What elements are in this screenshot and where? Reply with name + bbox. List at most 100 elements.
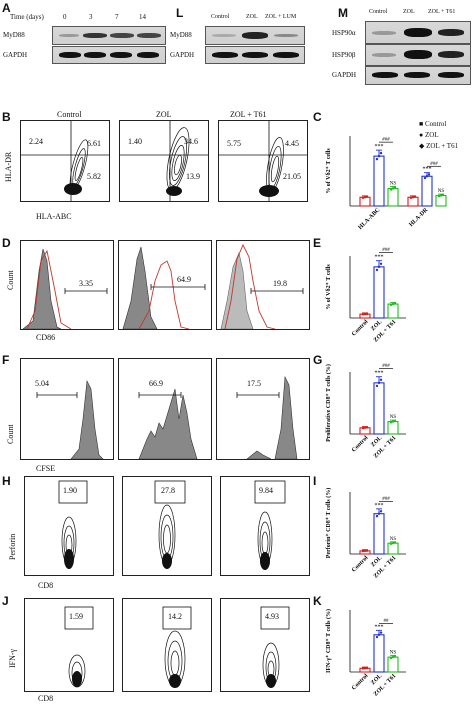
data-point (361, 667, 365, 670)
b-t61-q-ul: 5.75 (227, 139, 241, 148)
bar (373, 266, 385, 319)
bar (387, 656, 399, 673)
data-point (365, 549, 369, 552)
histo-d-zol: 64.9 (118, 240, 212, 330)
x-category-label: Control (351, 555, 370, 574)
data-point (393, 186, 397, 189)
f-zol-gate-value: 66.9 (149, 379, 163, 388)
f-xlabel: CFSE (36, 464, 56, 473)
b-zol-q-ul: 1.40 (128, 137, 142, 146)
data-point (393, 541, 397, 544)
panel-label-e: E (313, 236, 322, 250)
significance-zol: *** (375, 624, 384, 630)
data-point (379, 378, 383, 381)
bar (373, 634, 385, 673)
y-axis-label: % of Vδ2⁺ T cells (325, 264, 332, 310)
time-7: 7 (115, 13, 119, 21)
significance-zol: *** (375, 371, 384, 377)
panel-label-h: H (2, 474, 11, 488)
panel-label-m: M (338, 6, 348, 20)
data-point (365, 426, 369, 429)
d-t61-gate-value: 19.8 (273, 279, 287, 288)
significance-t61: ### (382, 138, 390, 143)
f-t61-gate-value: 17.5 (247, 379, 261, 388)
data-point (363, 549, 367, 553)
flow-j-zol-t61: 4.93 (220, 598, 310, 692)
y-axis-label: Proliferative CD8⁺ T cells (%) (325, 364, 332, 442)
bar (373, 513, 385, 555)
data-point (389, 656, 393, 660)
data-point (377, 154, 381, 158)
data-point (437, 194, 441, 198)
bar (407, 196, 419, 207)
blot-m-hsp90a (365, 21, 471, 44)
legend-control-label: Control (424, 120, 447, 128)
x-category-label: Control (351, 319, 370, 338)
y-axis-label: Perforin⁺ CD8⁺ T cells (%) (325, 488, 332, 558)
data-point (423, 176, 427, 180)
panel-label-j: J (2, 594, 9, 608)
flow-h-zol-t61: 9.84 (220, 476, 310, 576)
data-point (391, 420, 395, 423)
panel-label-k: K (313, 594, 322, 608)
d-xlabel: CD86 (36, 333, 56, 342)
data-point (377, 265, 381, 269)
panel-label-g: G (313, 353, 323, 367)
histo-f-control: 5.04 (20, 358, 114, 460)
data-point (377, 633, 381, 636)
b-control-q-ur: 6.61 (87, 139, 101, 148)
m-col-control: Control (369, 9, 388, 15)
panel-label-f: F (2, 353, 10, 367)
significance-t61: ## (384, 619, 390, 624)
flow-b-zol-t61: 5.75 4.45 21.05 (218, 120, 308, 202)
m-col-zol-t61: ZOL + T61 (428, 9, 456, 15)
legend-zol: ● ZOL (419, 131, 439, 139)
y-axis-label: IFN-γ⁺ CD8⁺ T cells (%) (325, 609, 332, 673)
panel-label-i: I (313, 474, 317, 488)
data-point (361, 549, 365, 553)
chart-k: IFN-γ⁺ CD8⁺ T cells (%) ***NS##Control ZOL… (325, 609, 406, 698)
h-control-gate-value: 1.90 (63, 486, 77, 495)
histo-d-zol-t61: 19.8 (216, 240, 310, 330)
significance-ns: NS (390, 415, 397, 420)
bar (387, 187, 399, 207)
data-point (413, 195, 417, 198)
blot-m-gapdh-label: GAPDH (332, 71, 357, 79)
data-point (393, 302, 397, 305)
b-col-zol-t61: ZOL + T61 (230, 110, 267, 119)
data-point (363, 196, 367, 199)
histo-f-zol-t61: 17.5 (216, 358, 310, 460)
flow-b-control: 2.24 6.61 5.82 (20, 120, 110, 202)
significance-zol: *** (423, 167, 432, 173)
chart-c: % of Vδ2⁺ T cells *** NS ### HLA-ABC *** NS ###… (325, 136, 447, 231)
panel-label-b: B (2, 110, 11, 124)
bar (435, 194, 447, 207)
blot-m-gapdh (365, 66, 471, 85)
flow-h-zol: 27.8 (122, 476, 212, 576)
data-point (379, 151, 383, 155)
f-ylabel: Count (6, 424, 15, 444)
b-col-zol: ZOL (156, 110, 172, 119)
time-14: 14 (139, 13, 146, 21)
l-col-zol-lum: ZOL + LUM (265, 14, 297, 20)
data-point (411, 196, 415, 199)
x-category-label: Control (351, 435, 370, 454)
b-t61-q-lr: 21.05 (283, 172, 301, 181)
data-point (361, 196, 365, 199)
data-point (377, 381, 381, 385)
data-point (439, 194, 443, 197)
blot-m-hsp90b (365, 44, 471, 66)
b-ylabel: HLA-DR (4, 151, 13, 182)
x-category-label: Control (351, 673, 370, 692)
blot-l-myd88-label: MyD88 (170, 31, 192, 39)
blot-m-hsp90b-label: HSP90β (332, 51, 356, 59)
b-col-control: Control (57, 110, 82, 119)
data-point (375, 384, 379, 388)
data-point (375, 514, 379, 518)
x-category-label: HLA-DR (408, 207, 429, 228)
blot-a-gapdh (52, 46, 166, 64)
data-point (389, 303, 393, 307)
significance-t61: ### (382, 497, 390, 502)
d-zol-gate-value: 64.9 (177, 275, 191, 284)
bar (387, 542, 399, 555)
